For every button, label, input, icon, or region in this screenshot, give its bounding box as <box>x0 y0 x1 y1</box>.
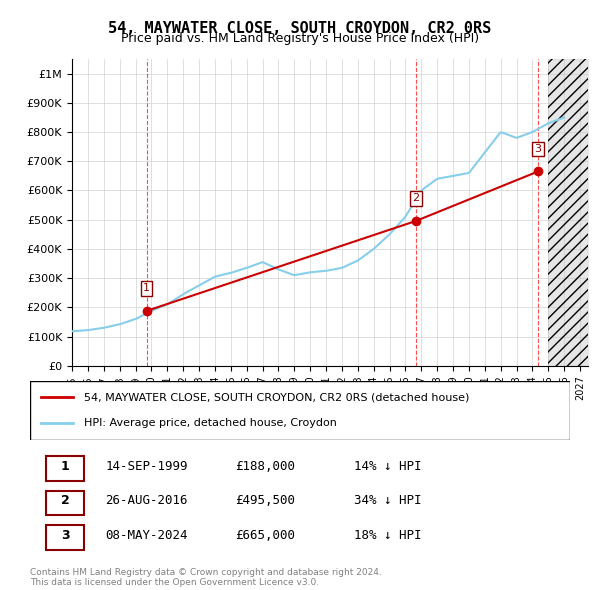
Text: £495,500: £495,500 <box>235 494 295 507</box>
Text: 3: 3 <box>535 144 541 154</box>
Text: 34% ↓ HPI: 34% ↓ HPI <box>354 494 421 507</box>
Text: 08-MAY-2024: 08-MAY-2024 <box>106 529 188 542</box>
Text: 14% ↓ HPI: 14% ↓ HPI <box>354 460 421 473</box>
Text: 54, MAYWATER CLOSE, SOUTH CROYDON, CR2 0RS (detached house): 54, MAYWATER CLOSE, SOUTH CROYDON, CR2 0… <box>84 392 469 402</box>
Text: 1: 1 <box>143 283 150 293</box>
Text: 14-SEP-1999: 14-SEP-1999 <box>106 460 188 473</box>
Text: Price paid vs. HM Land Registry's House Price Index (HPI): Price paid vs. HM Land Registry's House … <box>121 32 479 45</box>
Text: 26-AUG-2016: 26-AUG-2016 <box>106 494 188 507</box>
FancyBboxPatch shape <box>46 526 84 550</box>
Text: 18% ↓ HPI: 18% ↓ HPI <box>354 529 421 542</box>
Text: 2: 2 <box>412 194 419 204</box>
FancyBboxPatch shape <box>46 456 84 481</box>
Text: HPI: Average price, detached house, Croydon: HPI: Average price, detached house, Croy… <box>84 418 337 428</box>
Bar <box>548 59 588 366</box>
Text: £665,000: £665,000 <box>235 529 295 542</box>
Text: Contains HM Land Registry data © Crown copyright and database right 2024.: Contains HM Land Registry data © Crown c… <box>30 568 382 576</box>
Text: 1: 1 <box>61 460 70 473</box>
Text: 3: 3 <box>61 529 70 542</box>
FancyBboxPatch shape <box>46 491 84 516</box>
Text: This data is licensed under the Open Government Licence v3.0.: This data is licensed under the Open Gov… <box>30 578 319 587</box>
Text: 54, MAYWATER CLOSE, SOUTH CROYDON, CR2 0RS: 54, MAYWATER CLOSE, SOUTH CROYDON, CR2 0… <box>109 21 491 35</box>
Text: 2: 2 <box>61 494 70 507</box>
FancyBboxPatch shape <box>30 381 570 440</box>
Text: £188,000: £188,000 <box>235 460 295 473</box>
